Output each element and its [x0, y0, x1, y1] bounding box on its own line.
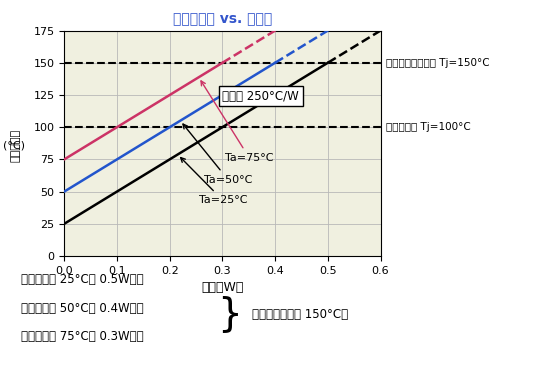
- Text: }: }: [217, 295, 242, 333]
- Text: 絕對最大額定値： Tj=150°C: 絕對最大額定値： Tj=150°C: [386, 58, 489, 68]
- Text: Ta=25°C: Ta=25°C: [181, 158, 247, 206]
- Title: 接合點滫度 vs. 耗電量: 接合點滫度 vs. 耗電量: [173, 13, 272, 27]
- Text: 接合滫度將達到 150°C。: 接合滫度將達到 150°C。: [252, 308, 348, 321]
- Text: Ta=75°C: Ta=75°C: [201, 81, 273, 163]
- Text: 斜率： 250°C/W: 斜率： 250°C/W: [222, 90, 299, 103]
- Text: 環境滫度爲 25°C、 0.5W時，: 環境滫度爲 25°C、 0.5W時，: [21, 273, 144, 286]
- Text: (°C): (°C): [3, 140, 25, 150]
- Text: 建議滫度： Tj=100°C: 建議滫度： Tj=100°C: [386, 122, 471, 132]
- X-axis label: 功耗（W）: 功耗（W）: [201, 281, 244, 294]
- Text: Ta=50°C: Ta=50°C: [183, 124, 252, 185]
- Text: 環境滫度爲 75°C、 0.3W時，: 環境滫度爲 75°C、 0.3W時，: [21, 330, 144, 343]
- Text: 接合點滫度: 接合點滫度: [11, 129, 21, 162]
- Text: 環境滫度爲 50°C、 0.4W時，: 環境滫度爲 50°C、 0.4W時，: [21, 302, 144, 315]
